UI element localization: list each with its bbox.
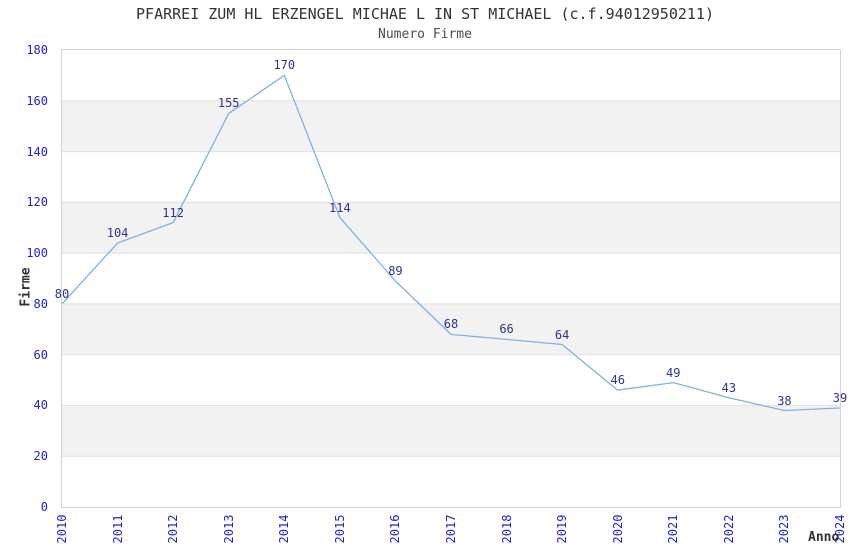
plot-area bbox=[61, 49, 841, 508]
x-tick-label: 2010 bbox=[55, 514, 69, 544]
y-tick-label: 60 bbox=[33, 347, 48, 362]
grid-band bbox=[62, 100, 840, 152]
y-tick-label: 80 bbox=[33, 296, 48, 311]
data-line bbox=[62, 74, 840, 412]
x-tick-label: 2011 bbox=[110, 514, 125, 544]
chart-subtitle: Numero Firme bbox=[378, 27, 472, 42]
y-tick-label: 160 bbox=[26, 93, 48, 108]
x-axis-title: Anno bbox=[808, 530, 840, 545]
x-tick-label: 2015 bbox=[332, 514, 347, 544]
data-label: 43 bbox=[721, 380, 737, 395]
data-label: 112 bbox=[162, 205, 184, 220]
grid-band bbox=[62, 303, 840, 355]
data-label: 68 bbox=[443, 317, 459, 332]
y-axis-title: Firme bbox=[18, 267, 34, 307]
x-tick-label: 2014 bbox=[277, 514, 292, 544]
data-label: 89 bbox=[388, 264, 403, 279]
y-tick-label: 100 bbox=[26, 246, 48, 261]
data-label: 39 bbox=[832, 390, 848, 405]
data-label: 155 bbox=[217, 96, 240, 111]
x-tick-label: 2018 bbox=[499, 514, 514, 544]
x-tick-label: 2012 bbox=[166, 514, 181, 544]
data-label: 104 bbox=[106, 225, 129, 240]
x-tick-label: 2017 bbox=[444, 514, 458, 544]
chart-title: PFARREI ZUM HL ERZENGEL MICHAE L IN ST M… bbox=[136, 5, 714, 23]
line-chart-svg bbox=[62, 74, 840, 457]
x-tick-label: 2021 bbox=[666, 514, 681, 544]
x-tick-label: 2022 bbox=[721, 514, 736, 544]
y-tick-label: 0 bbox=[40, 500, 48, 514]
y-tick-label: 140 bbox=[26, 144, 48, 159]
data-label: 49 bbox=[666, 365, 681, 380]
y-tick-label: 20 bbox=[33, 449, 48, 464]
grid-band bbox=[62, 405, 840, 457]
grid-band bbox=[62, 202, 840, 254]
x-tick-label: 2023 bbox=[777, 514, 792, 544]
data-label: 170 bbox=[273, 58, 296, 73]
x-tick-label: 2019 bbox=[555, 514, 570, 544]
x-tick-label: 2020 bbox=[610, 514, 625, 544]
data-label: 114 bbox=[329, 200, 351, 215]
y-tick-label: 40 bbox=[33, 398, 48, 413]
x-tick-label: 2016 bbox=[388, 514, 403, 544]
data-label: 64 bbox=[554, 327, 570, 342]
y-tick-label: 180 bbox=[26, 43, 48, 57]
y-tick-label: 120 bbox=[26, 195, 48, 210]
data-label: 46 bbox=[610, 373, 625, 388]
x-tick-label: 2013 bbox=[221, 514, 236, 544]
data-label: 66 bbox=[499, 322, 514, 337]
data-label: 38 bbox=[777, 393, 792, 408]
data-label: 80 bbox=[54, 286, 70, 301]
